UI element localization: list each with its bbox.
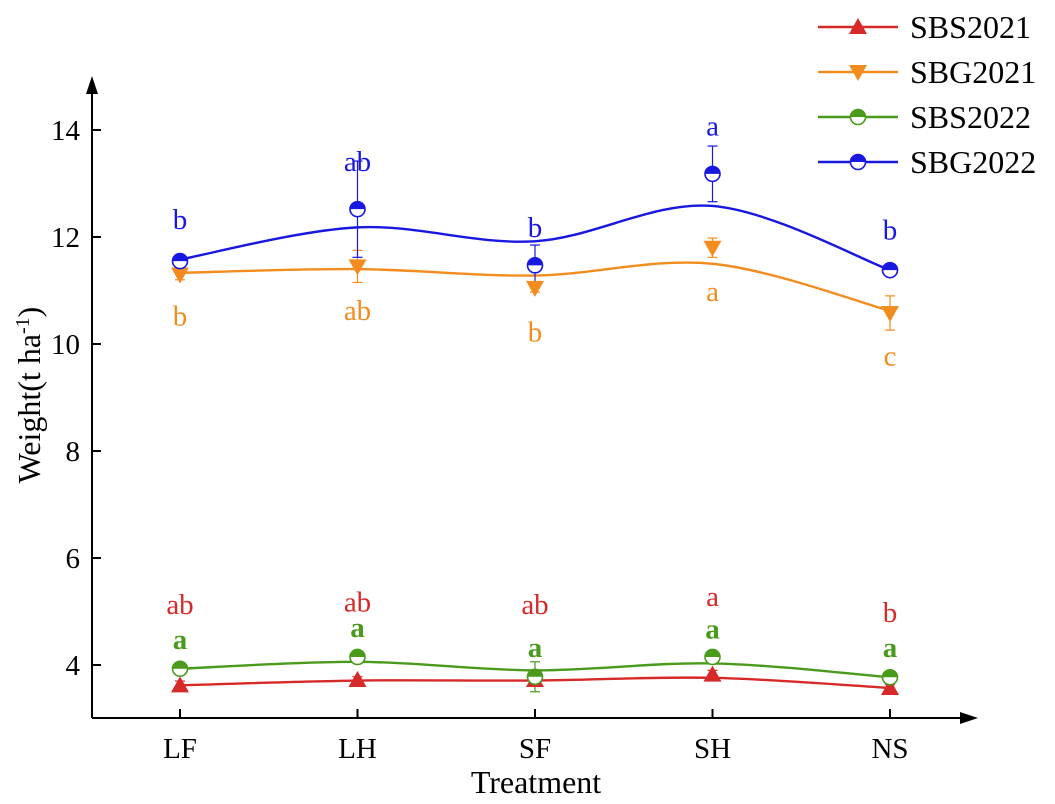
marker-half-fill [527, 257, 543, 266]
sbg2021-sig-label: a [706, 276, 719, 308]
x-tick-label: LF [163, 733, 197, 765]
sbg2021-point [703, 240, 722, 257]
sbg2022-sig-label: b [173, 204, 188, 236]
marker-half-fill [350, 201, 365, 210]
y-tick-label: 12 [51, 222, 80, 254]
marker-half-fill [850, 154, 866, 162]
marker-half-fill [705, 649, 720, 657]
sbg2022-point [881, 261, 899, 279]
x-tick-label: SH [694, 733, 731, 765]
axes [86, 76, 978, 724]
sbg2021-sig-label: ab [344, 295, 371, 327]
y-axis-title-main: Weight(t ha [11, 334, 47, 483]
y-tick-label: 8 [66, 436, 81, 468]
sbg2021-sig-label: c [884, 340, 897, 372]
ticks: 4 6 8 10 12 14 LF LH SF SH NS [51, 115, 909, 765]
sbg2022-sig-label: a [706, 110, 719, 142]
sbs2021-sig-label: b [883, 597, 898, 629]
sbg2022-point [704, 165, 721, 183]
sbg2021-sig-label: b [528, 316, 543, 348]
marker-half-fill [350, 649, 365, 657]
legend-marker-sbs2021 [849, 18, 867, 34]
sbg2022-sig-label: b [883, 215, 898, 247]
y-tick-label: 4 [66, 650, 81, 682]
x-tick-label: SF [519, 733, 551, 765]
sbg2022-point [349, 200, 366, 218]
marker-half-fill [882, 669, 898, 678]
y-axis-title: Weight(t ha-1) [11, 307, 47, 484]
sbg2021-point [171, 267, 189, 284]
sbs2022-sig-label: a [350, 612, 365, 644]
sbs2022-point [881, 669, 899, 686]
sbg2022-sig-label: ab [344, 146, 371, 178]
sbs2022-point [349, 648, 366, 666]
sbg2021-point [881, 305, 899, 322]
marker-half-fill [172, 661, 188, 669]
y-axis-arrow [86, 76, 98, 94]
marker-half-fill [172, 253, 188, 262]
sbg2021-point [526, 280, 544, 297]
legend-marker-sbg2021 [849, 65, 867, 81]
y-tick-label: 14 [51, 115, 81, 147]
legend: SBS2021 SBG2021 SBS2022 SBG2022 [818, 9, 1036, 180]
x-tick-label: NS [871, 733, 908, 765]
sbs2022-point [704, 648, 721, 666]
sbg2022-sig-label: b [528, 212, 543, 244]
legend-marker-sbs2022 [849, 108, 867, 126]
marker-half-fill [705, 166, 720, 174]
sbs2021-sig-label: ab [521, 589, 548, 621]
legend-label-sbg2022: SBG2022 [910, 144, 1036, 180]
sbs2022-sig-label: a [528, 632, 543, 664]
legend-label-sbs2022: SBS2022 [910, 99, 1031, 135]
x-axis-title: Treatment [471, 764, 601, 800]
marker-half-fill [527, 669, 543, 677]
y-tick-label: 10 [51, 329, 80, 361]
sbs2022-sig-label: a [705, 613, 720, 645]
sbs2021-sig-label: a [706, 581, 719, 613]
sbs2021-point [703, 665, 722, 682]
x-axis-arrow [960, 712, 978, 724]
marker-half-fill [882, 262, 898, 271]
sbs2021-point [348, 670, 367, 687]
sbs2022-sig-label: a [883, 632, 898, 664]
sbs2021-sig-label: ab [344, 587, 371, 619]
sbs2022-point [526, 668, 544, 686]
marker-half-fill [850, 109, 866, 117]
sbs2021-sig-label: ab [166, 589, 193, 621]
sbs2021-point [171, 676, 189, 693]
y-tick-label: 6 [66, 543, 81, 575]
sbg2022-point [171, 252, 189, 270]
legend-marker-sbg2022 [849, 153, 867, 171]
sbg2021-point [348, 259, 367, 276]
x-tick-label: LH [338, 733, 377, 765]
data-markers [171, 165, 899, 696]
legend-label-sbs2021: SBS2021 [910, 9, 1031, 45]
legend-label-sbg2021: SBG2021 [910, 54, 1036, 90]
sbg2022-point [526, 257, 544, 274]
sbg2022-fit-line [179, 204, 891, 272]
sbs2021-point [881, 679, 899, 696]
sbs2022-sig-label: a [173, 624, 188, 656]
y-axis-title-sup: -1 [12, 317, 34, 334]
y-axis-title-close: ) [11, 307, 47, 318]
sbg2021-sig-label: b [173, 300, 188, 332]
sbs2022-point [171, 660, 189, 678]
